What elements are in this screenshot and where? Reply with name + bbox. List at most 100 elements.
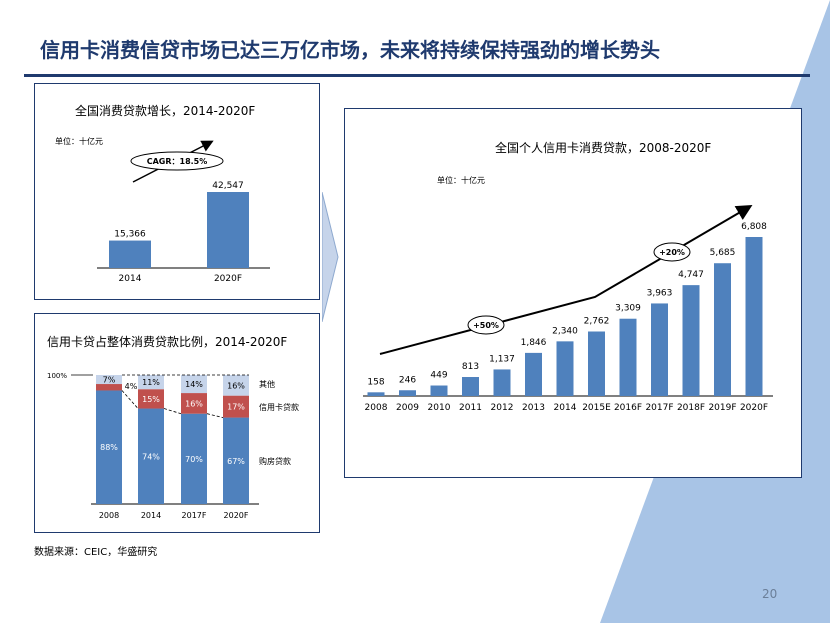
chart2-unit: 单位：十亿元 [437, 176, 485, 185]
chart3-segment [96, 375, 122, 385]
chart2-bar [682, 285, 700, 396]
chart3-segment-label: 17% [227, 403, 245, 412]
chart2-title: 全国个人信用卡消费贷款，2008-2020F [495, 141, 712, 155]
chart1-value-label: 42,547 [212, 181, 244, 191]
chart3-segment [223, 417, 249, 504]
chart2-bar [588, 331, 605, 396]
chart2-bar [651, 303, 668, 396]
chart3-connector [206, 413, 224, 418]
chart2-bar [525, 352, 542, 396]
chart2-tick-label: 2020F [740, 403, 768, 413]
chart2-value-label: 1,137 [489, 354, 515, 364]
chart3-connector [163, 408, 182, 415]
chart3-segment-label: 16% [185, 399, 203, 408]
chart3-segment [138, 389, 164, 409]
chart3-segment [96, 390, 122, 504]
consumer-loan-panel: 全国消费贷款增长，2014-2020F 单位：十亿元 15,366 2014 42,… [34, 83, 320, 300]
credit-card-panel: 全国个人信用卡消费贷款，2008-2020F 单位：十亿元 158 2008 246… [344, 108, 802, 478]
chart2-growth-oval-2 [653, 242, 691, 262]
chart1-title: 全国消费贷款增长，2014-2020F [75, 104, 256, 118]
chart2-value-label: 1,846 [521, 338, 547, 348]
chart2-tick-label: 2012 [491, 403, 514, 413]
chart3-segment [223, 395, 249, 418]
chart2-bar [619, 318, 637, 396]
chart2-bar [745, 237, 763, 396]
chart2-value-label: 6,808 [741, 222, 767, 232]
chart2-tick-label: 2018F [677, 403, 705, 413]
chart2-tick-label: 2009 [396, 403, 419, 413]
chart2-growth-oval-1 [467, 315, 505, 335]
chart2-bar [430, 385, 448, 396]
chart3-segment [96, 384, 122, 391]
chart2-bar [462, 377, 479, 396]
chart3-segment-label: 15% [142, 395, 160, 404]
chart3-segment [181, 375, 207, 394]
chart1-tick-label: 2020F [214, 274, 242, 284]
chart1-unit: 单位：十亿元 [55, 137, 103, 146]
chart3-tick-label: 2008 [99, 511, 119, 520]
chart2-growth-label-1: +50% [473, 321, 499, 330]
chart1-svg: 15,366 2014 42,547 2020F CAGR：18.5% [97, 140, 270, 284]
chart1-tick-label: 2014 [119, 274, 142, 284]
chart3-svg: 88% 7% 2008 74% 15% 11% 2014 70% 16% 14% 2017F 67% 1… [47, 372, 299, 520]
chart1-cagr-label: CAGR：18.5% [147, 157, 208, 166]
chart2-bar [399, 390, 416, 396]
chart3-segment [138, 375, 164, 390]
chart3-segment-label: 74% [142, 452, 160, 461]
chart3-tick-label: 2014 [141, 511, 161, 520]
chart2-value-label: 158 [367, 377, 384, 387]
chart3-segment-label: 16% [227, 381, 245, 390]
data-source: 数据来源：CEIC，华盛研究 [34, 547, 158, 558]
chart3-tick-label: 2020F [224, 511, 249, 520]
chart1-bar [207, 192, 249, 268]
chart3-segment [181, 393, 207, 414]
chart2-value-label: 5,685 [710, 248, 736, 258]
chart2-value-label: 4,747 [678, 270, 704, 280]
chart1-cagr-oval [130, 151, 224, 171]
chart2-value-label: 2,340 [552, 326, 578, 336]
chart2-growth-label-2: +20% [659, 248, 685, 257]
chart3-segment-label: 7% [103, 376, 116, 385]
chart3-segment [223, 375, 249, 396]
chart2-tick-label: 2017F [645, 403, 673, 413]
chart3-extra-label: 4% [125, 382, 138, 391]
chart2-tick-label: 2016F [614, 403, 642, 413]
chart2-value-label: 246 [399, 375, 416, 385]
chart2-value-label: 2,762 [584, 316, 610, 326]
chart3-legend-label: 其他 [259, 379, 275, 389]
chart3-segment [138, 408, 164, 504]
chart2-tick-label: 2011 [459, 403, 482, 413]
chart3-segment-label: 67% [227, 457, 245, 466]
credit-share-panel: 信用卡贷占整体消费贷款比例，2014-2020F 88% 7% 2008 74% 15%… [34, 313, 320, 533]
page-number: 20 [762, 587, 778, 601]
chart2-value-label: 449 [430, 371, 447, 381]
chart2-tick-label: 2010 [428, 403, 451, 413]
chart2-tick-label: 2015E [582, 403, 611, 413]
chart3-segment [181, 413, 207, 504]
chart1-bar [109, 240, 151, 268]
chart2-trend-arrow [379, 204, 753, 355]
chart2-value-label: 3,963 [647, 288, 673, 298]
chart3-segment-label: 11% [142, 378, 160, 387]
title-divider [24, 74, 810, 77]
chart2-bar [714, 263, 731, 396]
chart1-value-label: 15,366 [114, 230, 146, 240]
arrow-right-icon [322, 192, 339, 322]
chart2-bar [367, 392, 385, 396]
chart2-value-label: 813 [462, 362, 479, 372]
chart2-tick-label: 2008 [365, 403, 388, 413]
chart3-legend-label: 购房贷款 [259, 456, 291, 466]
chart3-total-label: 100% [47, 372, 67, 380]
chart3-connector [121, 390, 139, 409]
chart3-segment-label: 14% [185, 380, 203, 389]
page-title: 信用卡消费信贷市场已达三万亿市场，未来将持续保持强劲的增长势头 [40, 38, 660, 62]
chart2-value-label: 3,309 [615, 304, 641, 314]
chart2-bar [493, 369, 511, 396]
chart2-tick-label: 2014 [554, 403, 577, 413]
chart3-legend-label: 信用卡贷款 [259, 402, 299, 412]
chart2-svg: 158 2008 246 2009 449 2010 813 2011 1,137 2012 1,8… [363, 204, 773, 413]
chart3-segment-label: 70% [185, 455, 203, 464]
chart2-tick-label: 2019F [708, 403, 736, 413]
chart3-segment-label: 88% [100, 443, 118, 452]
chart3-tick-label: 2017F [182, 511, 207, 520]
